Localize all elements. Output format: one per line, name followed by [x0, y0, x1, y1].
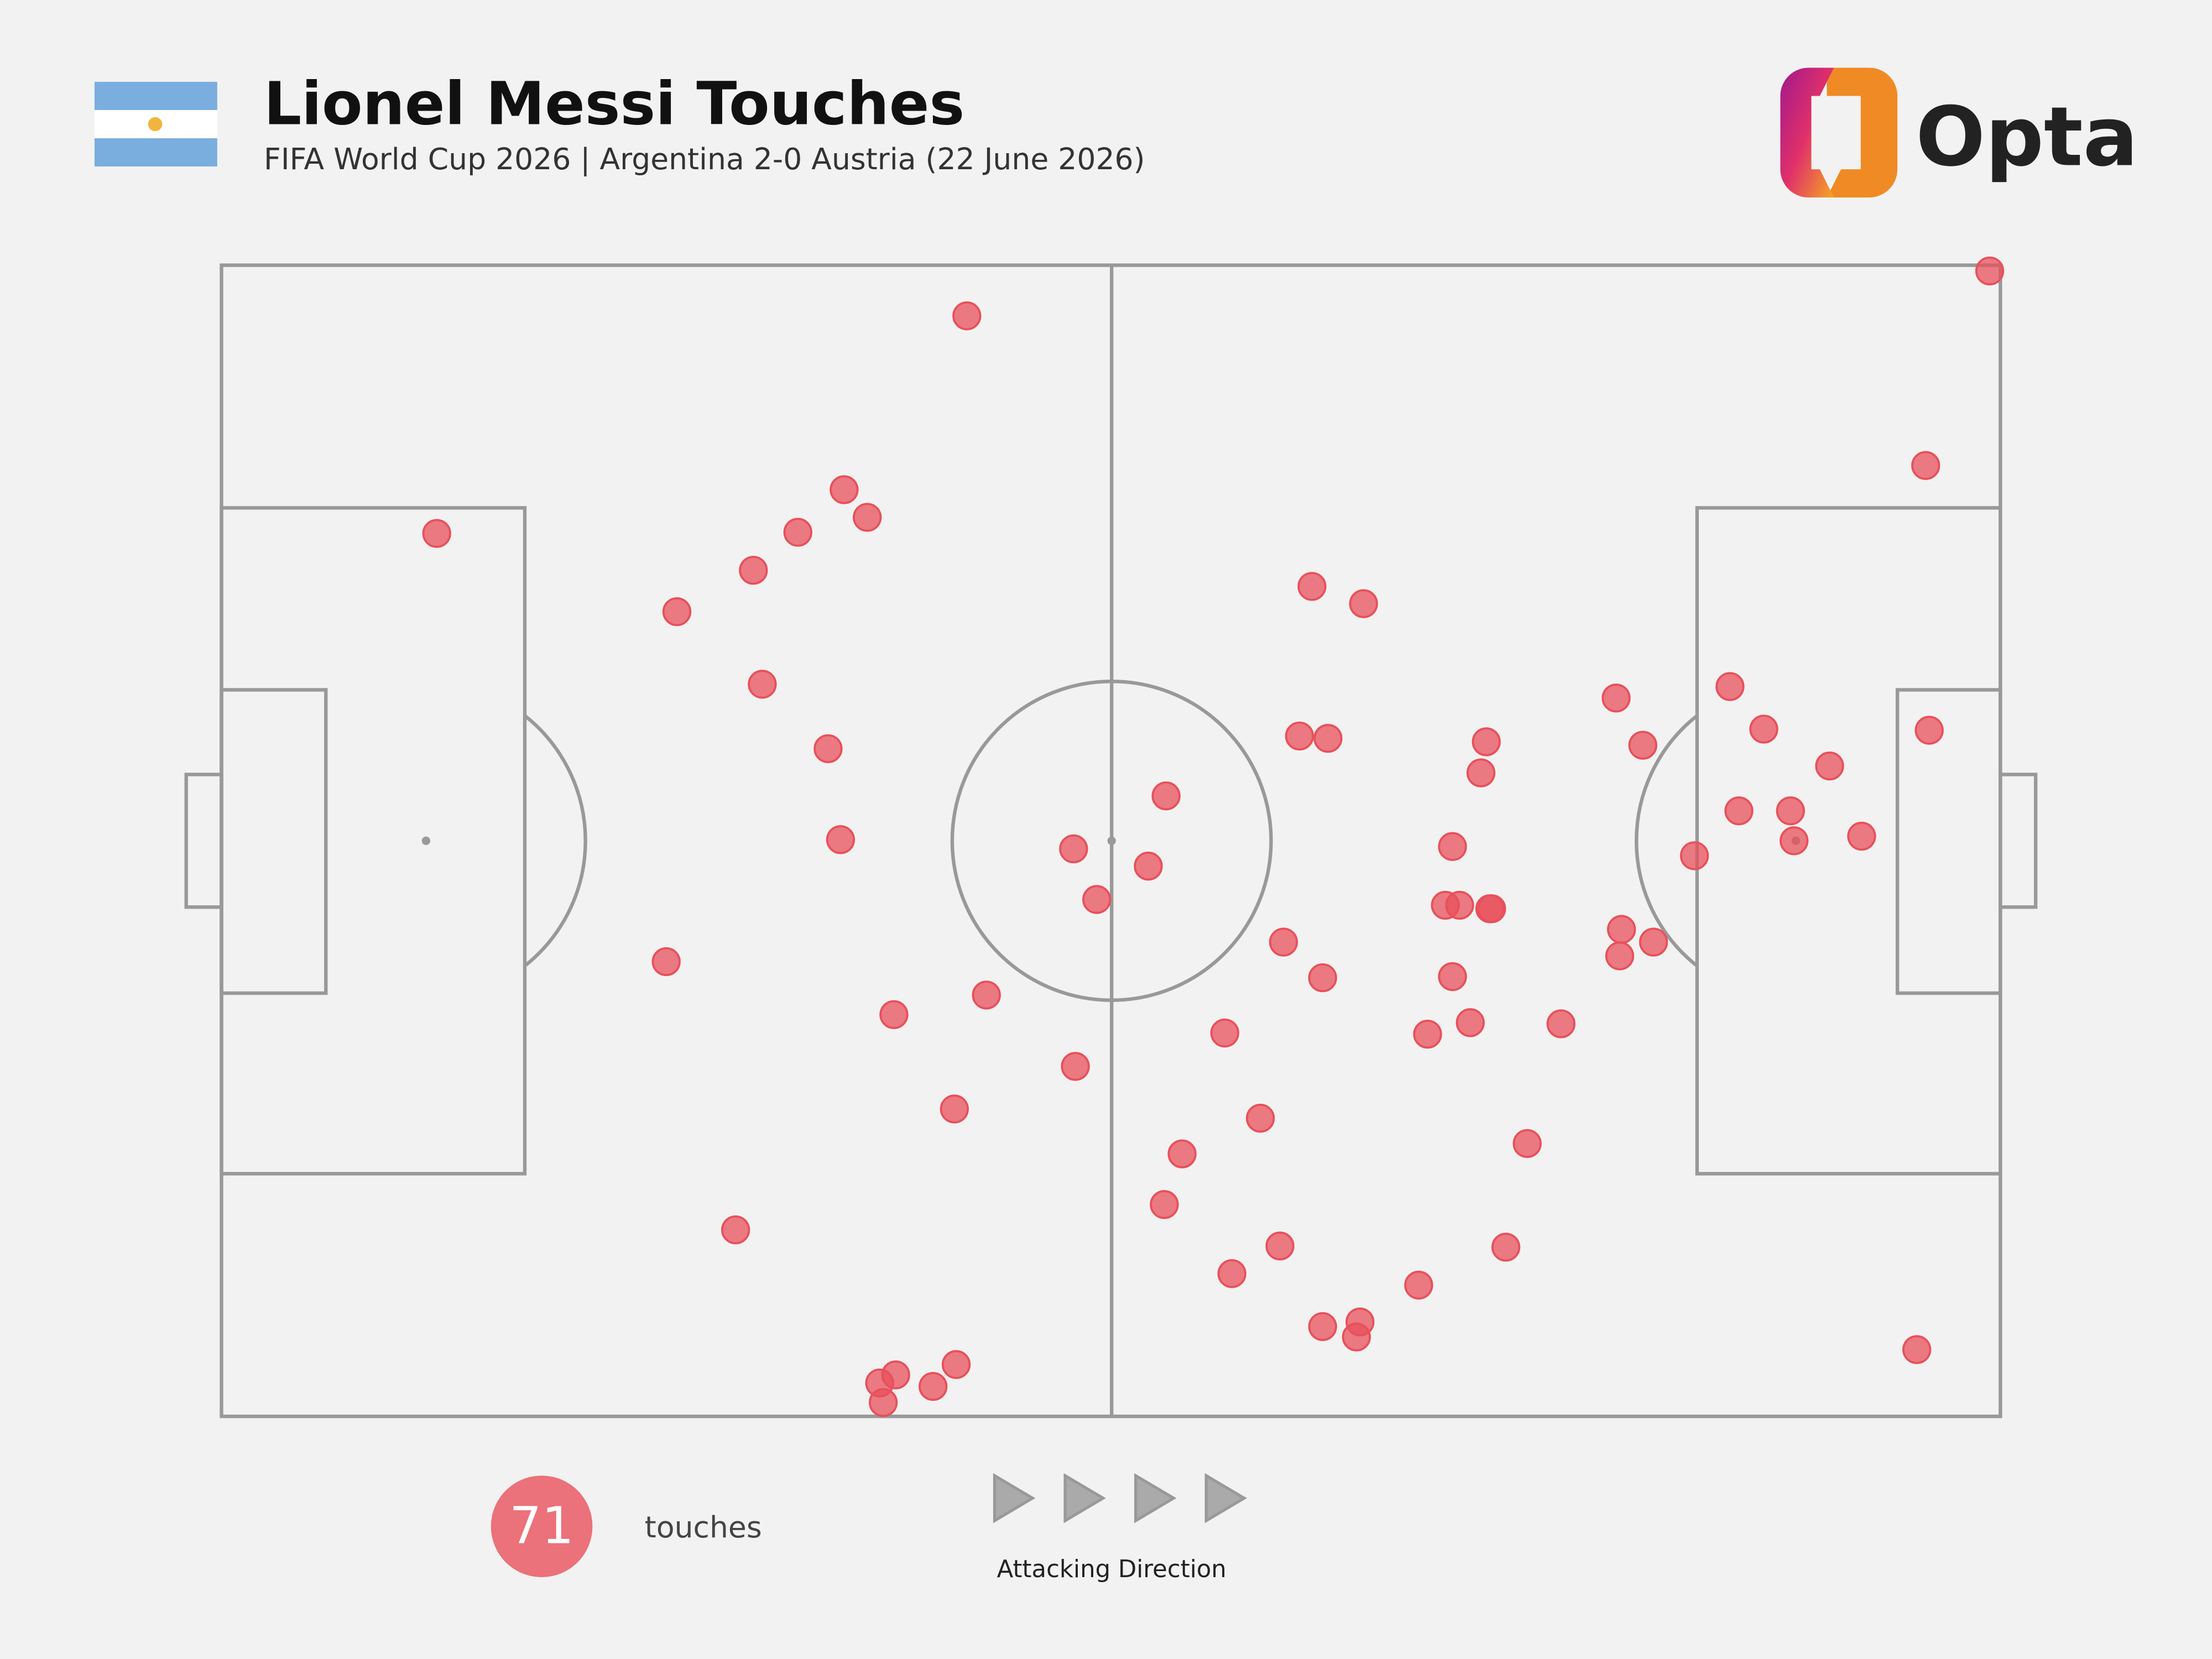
touch-point: [1245, 1103, 1275, 1133]
touch-point: [422, 519, 451, 548]
touch-point: [1134, 852, 1163, 881]
touch-point: [783, 518, 812, 547]
touches: [422, 256, 2005, 1417]
touch-point: [1679, 841, 1709, 870]
touch-point: [972, 980, 1001, 1010]
touch-point: [1445, 890, 1474, 920]
touch-point: [1082, 885, 1112, 914]
touch-point: [1269, 927, 1298, 957]
touch-point: [1404, 1270, 1433, 1300]
touch-point: [1265, 1231, 1295, 1261]
chart-title: Lionel Messi Touches: [264, 70, 964, 138]
touch-point: [1151, 781, 1181, 811]
touch-point: [1061, 1052, 1090, 1081]
touch-point: [1911, 451, 1940, 480]
touch-point: [1639, 927, 1668, 957]
touch-point: [651, 947, 681, 977]
touch-point: [1475, 894, 1505, 924]
touch-point: [879, 1000, 909, 1029]
touch-point: [919, 1371, 948, 1401]
touch-point: [941, 1350, 971, 1379]
touch-point: [1902, 1335, 1932, 1364]
touch-point: [1466, 758, 1496, 787]
touch-point: [1607, 915, 1636, 944]
touch-point: [1313, 723, 1343, 753]
touch-point: [1413, 1019, 1442, 1049]
brand-name: Opta: [1916, 89, 2138, 184]
touch-point: [1059, 834, 1088, 864]
touch-point: [1491, 1233, 1521, 1262]
touch-point: [1472, 727, 1501, 757]
touch-point: [1438, 962, 1467, 992]
touch-point: [748, 670, 777, 699]
touch-point: [1150, 1190, 1179, 1219]
touch-point: [739, 556, 768, 585]
touch-point: [1628, 731, 1657, 760]
touch-point: [1297, 572, 1327, 601]
touch-point: [1455, 1008, 1485, 1037]
touch-point: [1605, 941, 1635, 971]
pitch: [184, 263, 2038, 1418]
touch-point: [1217, 1259, 1246, 1288]
touch-point: [1975, 256, 2005, 286]
touch-point: [1349, 589, 1378, 618]
touch-point: [830, 475, 859, 504]
chart-subtitle: FIFA World Cup 2026 | Argentina 2-0 Aust…: [264, 142, 1145, 176]
touch-point: [1308, 1312, 1337, 1342]
touch-point: [1749, 714, 1778, 744]
touch-point: [1914, 716, 1944, 745]
direction-label: Attacking Direction: [997, 1556, 1227, 1583]
direction-arrows: [993, 1473, 1248, 1524]
touch-point: [1546, 1009, 1575, 1039]
touch-point: [1210, 1018, 1239, 1048]
brand-logo: Opta: [1780, 67, 2138, 198]
touch-point: [826, 825, 855, 854]
touch-point: [1601, 684, 1631, 713]
touch-point: [1724, 796, 1754, 826]
touch-point: [1815, 751, 1844, 781]
touch-point: [1285, 721, 1314, 751]
touch-point: [813, 734, 843, 764]
touch-point: [940, 1094, 969, 1124]
legend-marker: [491, 1475, 593, 1578]
touch-point: [869, 1388, 898, 1417]
flag: [94, 81, 217, 167]
touch-point: [721, 1215, 750, 1245]
touch-point: [1438, 832, 1467, 861]
touch-point: [1847, 821, 1876, 851]
touch-point: [1512, 1129, 1542, 1159]
total-count: 71: [509, 1496, 574, 1556]
touch-point: [1780, 826, 1809, 855]
touch-point: [952, 301, 982, 331]
touch-point: [1308, 963, 1337, 993]
touch-point: [1776, 796, 1805, 826]
touch-point: [853, 503, 882, 532]
touch-point: [1167, 1139, 1197, 1168]
touch-point: [662, 597, 692, 627]
touch-point: [1715, 672, 1745, 701]
touch-point: [1342, 1322, 1371, 1352]
total-label: touches: [645, 1510, 762, 1545]
